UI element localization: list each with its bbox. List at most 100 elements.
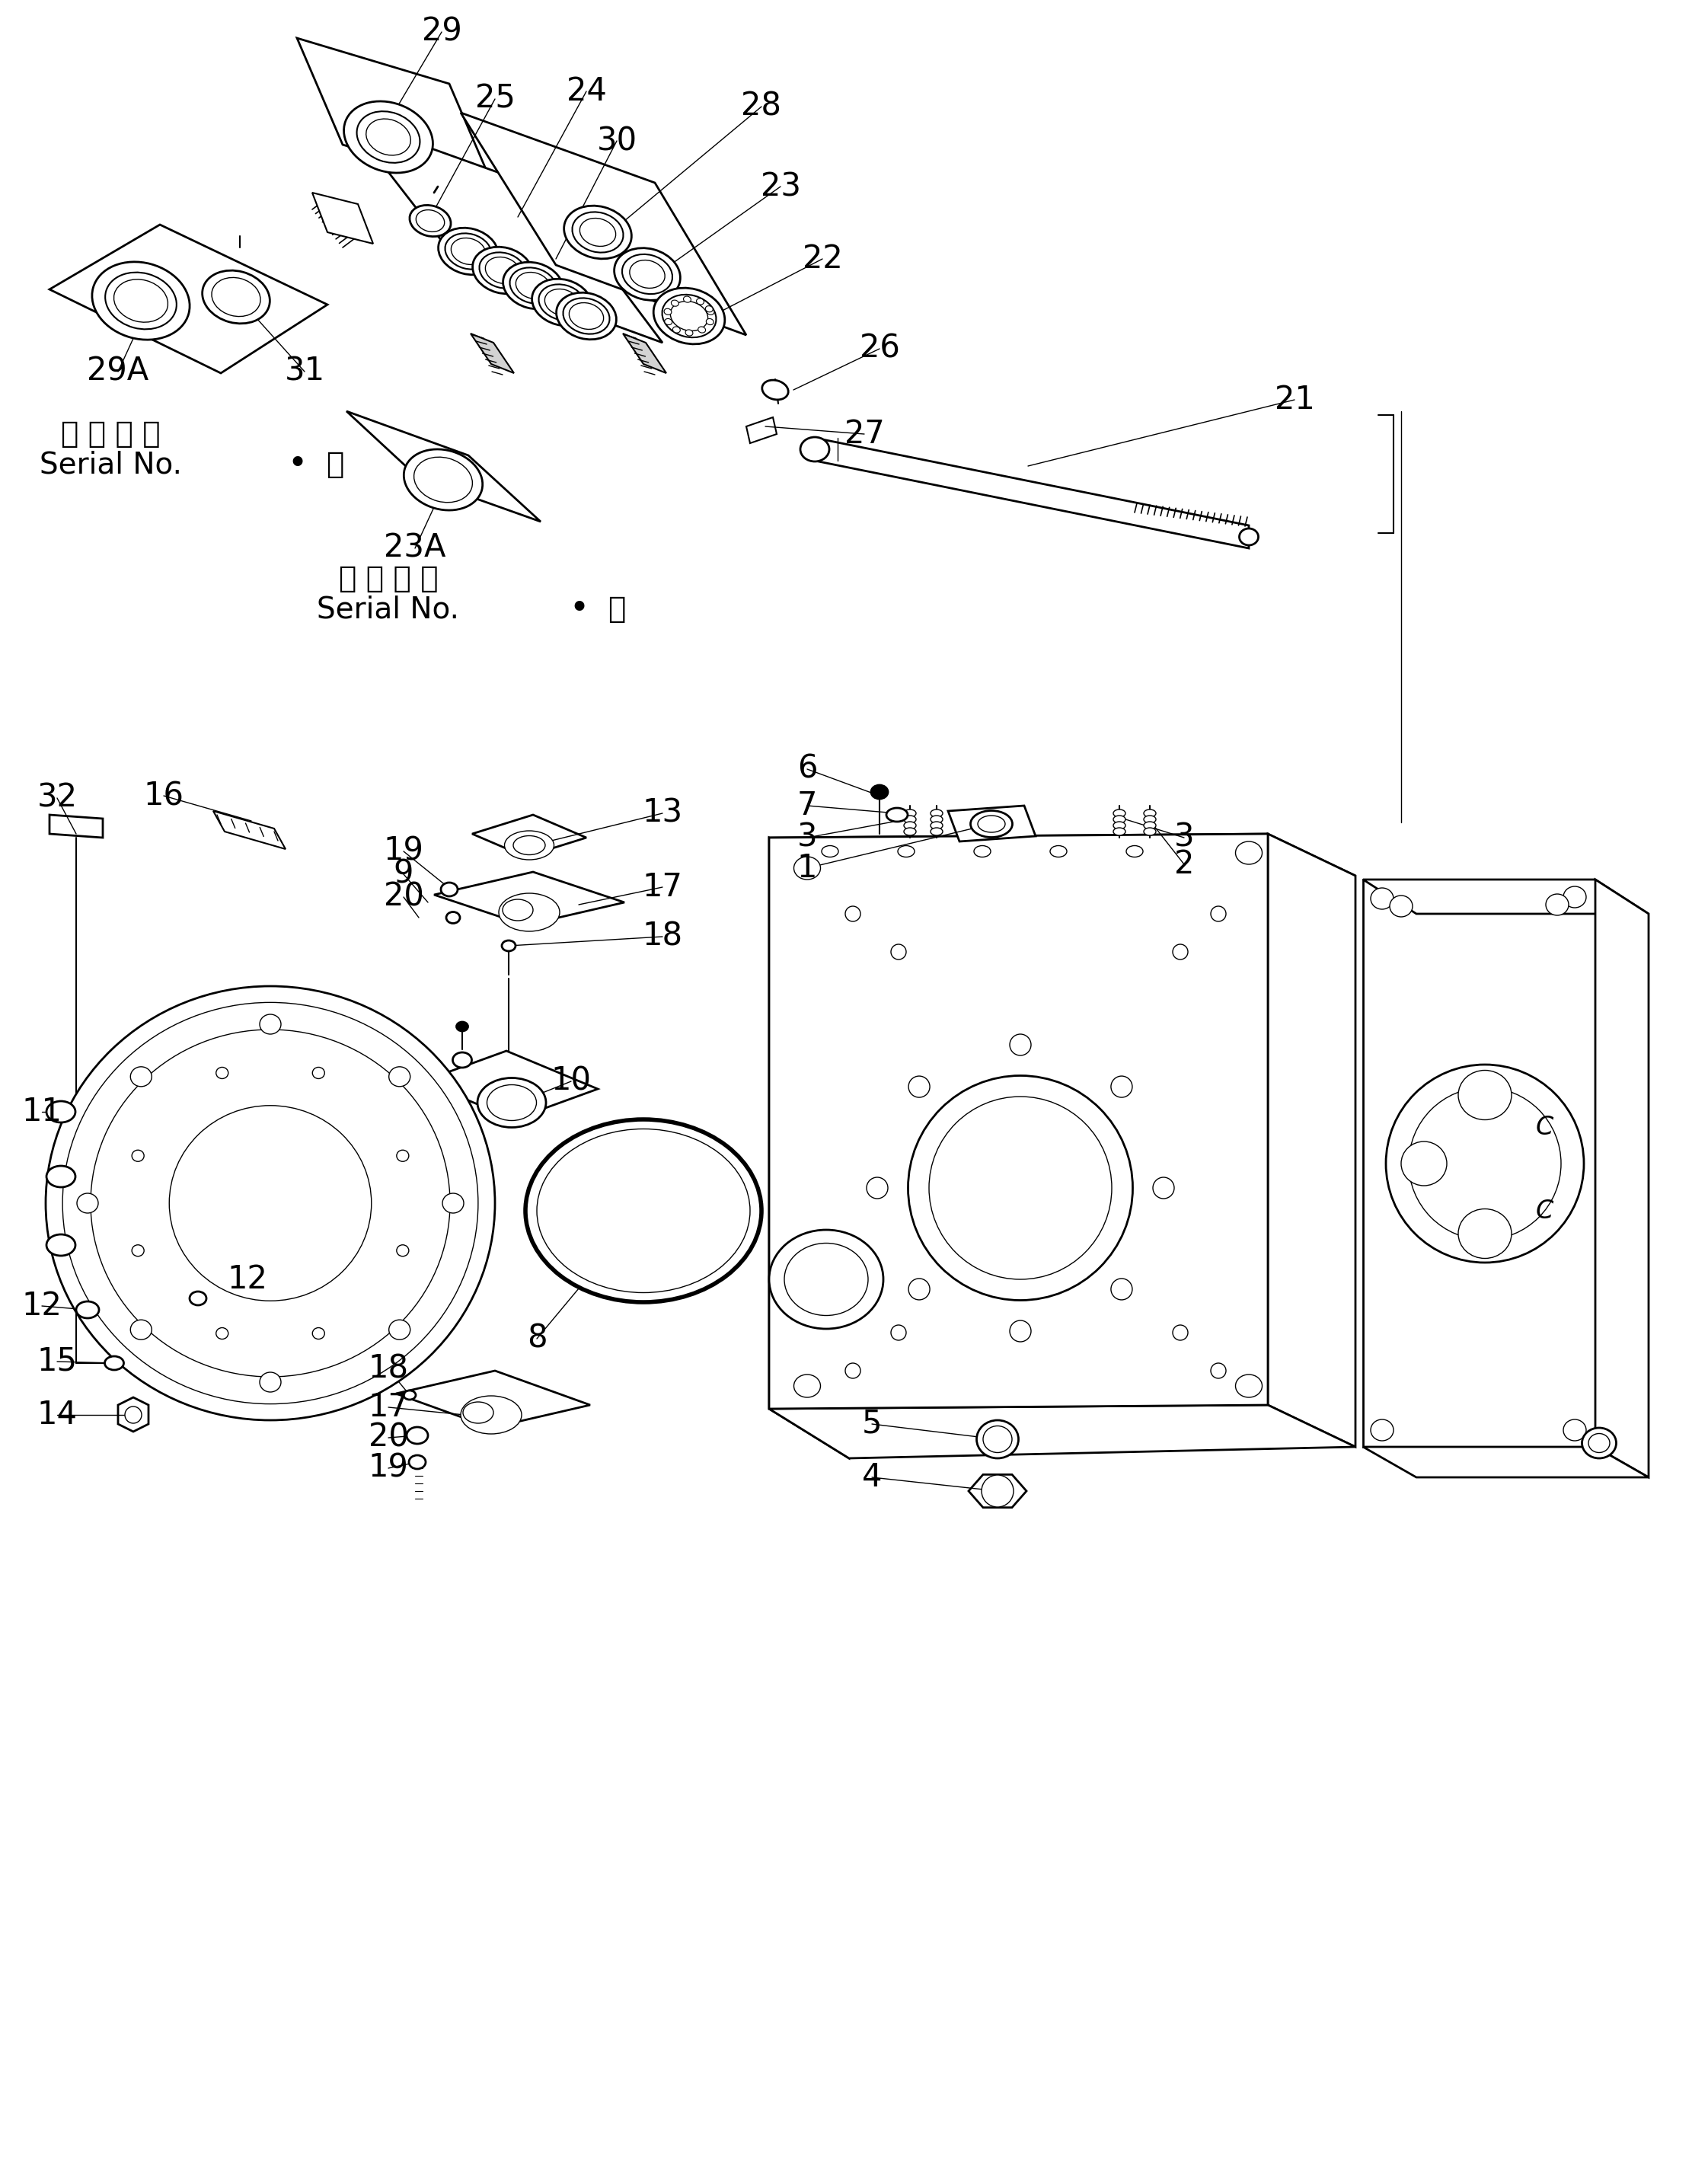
- Ellipse shape: [478, 1079, 547, 1127]
- Ellipse shape: [654, 288, 724, 345]
- Text: Serial No.: Serial No.: [39, 450, 181, 478]
- Text: C: C: [1535, 1199, 1553, 1223]
- Ellipse shape: [504, 830, 553, 860]
- Ellipse shape: [413, 456, 473, 502]
- Text: 19: 19: [384, 834, 424, 867]
- Ellipse shape: [557, 293, 617, 339]
- Ellipse shape: [1385, 1064, 1583, 1262]
- Text: 26: 26: [859, 332, 900, 365]
- Polygon shape: [948, 806, 1035, 841]
- Text: 27: 27: [844, 417, 885, 450]
- Ellipse shape: [572, 212, 623, 253]
- Ellipse shape: [931, 815, 943, 823]
- Text: 20: 20: [369, 1422, 408, 1455]
- Ellipse shape: [579, 218, 617, 247]
- Text: 19: 19: [369, 1452, 408, 1485]
- Polygon shape: [396, 1372, 591, 1428]
- Text: Serial No.: Serial No.: [318, 594, 459, 625]
- Ellipse shape: [931, 828, 943, 834]
- Ellipse shape: [1211, 906, 1226, 922]
- Text: 30: 30: [596, 124, 637, 157]
- Text: 適 用 号 機: 適 用 号 機: [338, 563, 437, 594]
- Polygon shape: [1363, 880, 1648, 913]
- Ellipse shape: [871, 784, 888, 799]
- Ellipse shape: [509, 269, 557, 304]
- Ellipse shape: [526, 1120, 762, 1302]
- Ellipse shape: [410, 205, 451, 236]
- Ellipse shape: [1153, 1177, 1173, 1199]
- Text: ～: ～: [326, 450, 343, 478]
- Ellipse shape: [357, 111, 420, 164]
- Ellipse shape: [630, 260, 664, 288]
- Text: 5: 5: [863, 1409, 881, 1439]
- Text: 23: 23: [760, 170, 801, 203]
- Ellipse shape: [512, 836, 545, 854]
- Ellipse shape: [1114, 810, 1126, 817]
- Ellipse shape: [683, 297, 692, 301]
- Ellipse shape: [673, 328, 680, 332]
- Text: 21: 21: [1274, 384, 1315, 415]
- Text: 25: 25: [475, 83, 516, 116]
- Text: 18: 18: [369, 1354, 408, 1385]
- Ellipse shape: [313, 1068, 325, 1079]
- Ellipse shape: [1110, 1077, 1132, 1096]
- Ellipse shape: [671, 299, 678, 306]
- Ellipse shape: [1235, 1374, 1262, 1398]
- Ellipse shape: [461, 1396, 521, 1435]
- Polygon shape: [968, 1474, 1027, 1507]
- Polygon shape: [1595, 880, 1648, 1476]
- Ellipse shape: [664, 319, 673, 325]
- Text: 18: 18: [642, 922, 683, 952]
- Text: •: •: [569, 592, 589, 625]
- Ellipse shape: [904, 810, 915, 817]
- Text: 28: 28: [741, 90, 782, 122]
- Ellipse shape: [456, 1022, 468, 1031]
- Ellipse shape: [845, 906, 861, 922]
- Ellipse shape: [685, 330, 693, 336]
- Text: 3: 3: [1173, 821, 1194, 854]
- Ellipse shape: [531, 280, 593, 325]
- Ellipse shape: [538, 284, 586, 321]
- Polygon shape: [623, 334, 666, 373]
- Ellipse shape: [794, 856, 820, 880]
- Text: 2: 2: [1173, 847, 1194, 880]
- Ellipse shape: [1050, 845, 1068, 856]
- Ellipse shape: [974, 845, 991, 856]
- Ellipse shape: [403, 450, 483, 511]
- Polygon shape: [769, 834, 1356, 880]
- Ellipse shape: [473, 247, 533, 295]
- Polygon shape: [164, 1136, 225, 1195]
- Ellipse shape: [801, 437, 830, 461]
- Text: 7: 7: [798, 791, 816, 821]
- Polygon shape: [50, 225, 328, 373]
- Text: 1: 1: [798, 852, 816, 885]
- Ellipse shape: [622, 253, 673, 295]
- Ellipse shape: [697, 299, 704, 304]
- Polygon shape: [1363, 880, 1595, 1446]
- Ellipse shape: [909, 1077, 1132, 1299]
- Polygon shape: [461, 114, 746, 334]
- Ellipse shape: [1459, 1210, 1512, 1258]
- Ellipse shape: [212, 277, 260, 317]
- Ellipse shape: [260, 1372, 282, 1391]
- Ellipse shape: [536, 1129, 750, 1293]
- Ellipse shape: [615, 249, 680, 299]
- Ellipse shape: [564, 205, 632, 258]
- Ellipse shape: [130, 1066, 152, 1085]
- Text: 13: 13: [642, 797, 683, 830]
- Ellipse shape: [794, 1374, 820, 1398]
- Ellipse shape: [931, 821, 943, 830]
- Polygon shape: [434, 871, 625, 926]
- Ellipse shape: [670, 301, 707, 330]
- Ellipse shape: [1144, 815, 1156, 823]
- Ellipse shape: [898, 845, 914, 856]
- Polygon shape: [118, 1398, 149, 1433]
- Polygon shape: [769, 839, 849, 1459]
- Polygon shape: [50, 815, 102, 839]
- Ellipse shape: [1588, 1433, 1609, 1452]
- Ellipse shape: [439, 227, 499, 275]
- Text: 6: 6: [798, 753, 816, 784]
- Ellipse shape: [977, 815, 1004, 832]
- Ellipse shape: [886, 808, 907, 821]
- Ellipse shape: [1144, 828, 1156, 834]
